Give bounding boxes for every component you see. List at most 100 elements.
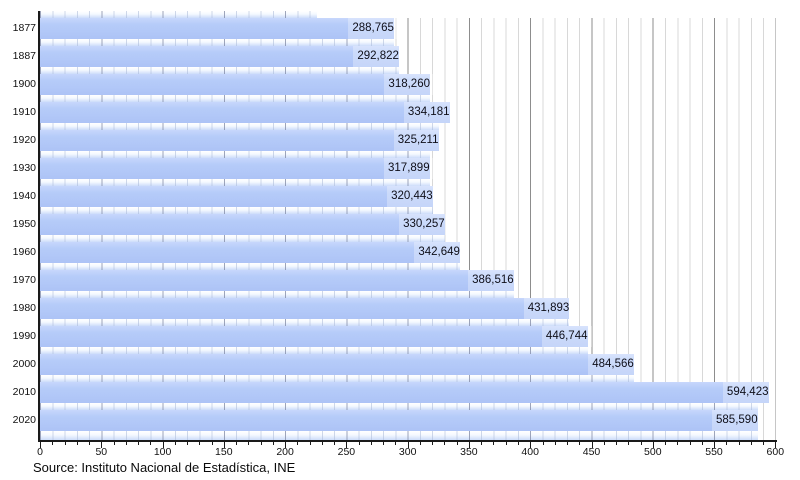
x-axis-major-tick [775, 442, 777, 448]
x-axis-minor-tick [738, 442, 740, 445]
x-axis-minor-tick [750, 442, 752, 445]
grid-gap-strip [40, 403, 758, 410]
bar-1887: 292,822 [40, 46, 403, 67]
grid-gap-strip [40, 207, 433, 214]
grid-gap-strip [40, 151, 430, 158]
y-axis-label-1910: 1910 [12, 106, 36, 118]
x-axis-tick-label: 200 [276, 446, 294, 458]
y-axis-label-1920: 1920 [12, 134, 36, 146]
x-axis-minor-tick [444, 442, 446, 445]
x-axis-minor-tick [113, 442, 115, 445]
x-axis-minor-tick [395, 442, 397, 445]
x-axis-minor-tick [76, 442, 78, 445]
bar-2020: 585,590 [40, 410, 762, 431]
grid-gap-strip [40, 67, 399, 74]
x-axis-major-tick [714, 442, 715, 448]
bar-value-label: 288,765 [348, 18, 398, 39]
x-axis-minor-tick [456, 442, 458, 445]
x-axis-minor-tick [493, 442, 495, 445]
bar-value-label: 594,423 [722, 382, 773, 403]
bar-value-label: 320,443 [387, 186, 437, 207]
x-axis-minor-tick [199, 442, 201, 445]
bar-value-label: 334,181 [403, 102, 454, 123]
bar-1920: 325,211 [40, 130, 443, 151]
y-axis-label-1930: 1930 [12, 162, 36, 174]
x-axis-minor-tick [370, 442, 372, 445]
bar-1970: 386,516 [40, 270, 518, 291]
x-axis-tick-label: 350 [460, 446, 478, 458]
x-axis-minor-tick [579, 442, 581, 445]
x-axis-major-tick [468, 442, 470, 448]
x-axis-major-tick [346, 442, 348, 448]
y-axis-label-1960: 1960 [12, 246, 36, 258]
x-axis-minor-tick [321, 442, 323, 445]
y-axis-label-2000: 2000 [12, 358, 36, 370]
bar-value-label: 446,744 [541, 326, 592, 347]
bar-value-label: 342,649 [414, 242, 464, 263]
x-axis-tick-label: 600 [766, 446, 785, 458]
bar-1980: 431,893 [40, 298, 574, 319]
x-axis-line [38, 440, 777, 442]
x-axis-minor-tick [640, 442, 642, 445]
x-axis-minor-tick [505, 442, 507, 445]
source-note: Source: Instituto Nacional de Estadístic… [33, 460, 296, 475]
x-axis-minor-tick [603, 442, 605, 445]
y-axis-label-1877: 1877 [12, 22, 36, 34]
x-axis-minor-tick [64, 442, 66, 445]
x-axis-major-tick [223, 442, 225, 448]
x-axis-minor-tick [383, 442, 385, 445]
bar-value-label: 292,822 [353, 46, 403, 67]
bar-1877: 288,765 [40, 18, 398, 39]
y-axis-label-1887: 1887 [12, 50, 36, 62]
grid-gap-strip [40, 319, 570, 326]
x-axis-tick-label: 500 [644, 446, 662, 458]
y-axis-label-1950: 1950 [12, 218, 36, 230]
x-axis-minor-tick [309, 442, 311, 445]
bar-value-label: 585,590 [712, 410, 762, 431]
y-axis-label-1970: 1970 [12, 274, 36, 286]
bar-value-label: 318,260 [384, 74, 434, 95]
grid-gap-strip [40, 123, 439, 130]
bar-value-label: 330,257 [399, 214, 449, 235]
y-axis-label-2010: 2010 [12, 386, 36, 398]
bar-1960: 342,649 [40, 242, 464, 263]
x-axis-minor-tick [52, 442, 54, 445]
bar-1990: 446,744 [40, 326, 592, 347]
bar-1930: 317,899 [40, 158, 434, 179]
bar-value-label: 317,899 [384, 158, 434, 179]
x-axis-minor-tick [236, 442, 238, 445]
x-axis-tick-label: 0 [37, 446, 43, 458]
x-axis-minor-tick [358, 442, 360, 445]
x-axis-major-tick [162, 442, 164, 448]
y-axis-label-2020: 2020 [12, 414, 36, 426]
bar-value-label: 386,516 [468, 270, 518, 291]
x-axis-minor-tick [763, 442, 764, 445]
x-axis-minor-tick [138, 442, 139, 445]
x-axis-minor-tick [554, 442, 556, 445]
x-axis-major-tick [652, 442, 654, 448]
bar-value-label: 325,211 [393, 130, 443, 151]
x-axis-minor-tick [567, 442, 568, 445]
x-axis-minor-tick [248, 442, 250, 445]
x-axis-minor-tick [677, 442, 679, 445]
x-axis-tick-label: 150 [215, 446, 233, 458]
x-axis-major-tick [40, 442, 41, 448]
x-axis-minor-tick [481, 442, 483, 445]
x-axis-minor-tick [125, 442, 127, 445]
bar-value-label: 484,566 [588, 354, 638, 375]
bar-1950: 330,257 [40, 214, 449, 235]
x-axis-minor-tick [89, 442, 90, 445]
grid-gap-strip [40, 11, 317, 18]
x-axis-minor-tick [432, 442, 434, 445]
x-axis-tick-label: 450 [582, 446, 601, 458]
x-axis-major-tick [530, 442, 532, 448]
y-axis-label-1990: 1990 [12, 330, 36, 342]
x-axis-minor-tick [701, 442, 703, 445]
x-axis-minor-tick [419, 442, 421, 445]
x-axis-minor-tick [689, 442, 691, 445]
grid-gap-strip [40, 263, 460, 270]
y-axis-label-1940: 1940 [12, 190, 36, 202]
x-axis-minor-tick [187, 442, 189, 445]
bar-value-label: 431,893 [523, 298, 574, 319]
